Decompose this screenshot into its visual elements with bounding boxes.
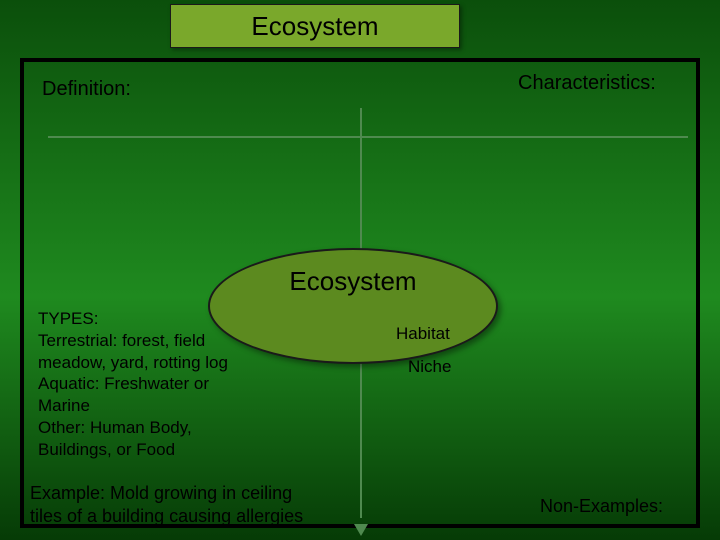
types-block: TYPES: Terrestrial: forest, field meadow… [38, 308, 306, 460]
example-line: tiles of a building causing allergies [30, 505, 380, 528]
definition-label: Definition: [42, 78, 131, 101]
types-line: Marine [38, 395, 306, 417]
right-list-item: Habitat [396, 322, 451, 347]
example-line: Example: Mold growing in ceiling [30, 482, 380, 505]
types-line: Terrestrial: forest, field [38, 330, 306, 352]
types-line: Aquatic: Freshwater or [38, 373, 306, 395]
right-list-item: Niche [408, 355, 451, 380]
types-line: Buildings, or Food [38, 439, 306, 461]
title-box: Ecosystem [170, 4, 460, 48]
types-heading: TYPES: [38, 308, 306, 330]
right-list: Habitat Niche [396, 322, 451, 379]
nonexamples-label: Non-Examples: [540, 496, 663, 517]
title-text: Ecosystem [251, 11, 378, 42]
characteristics-label: Characteristics: [518, 72, 656, 95]
center-oval-label: Ecosystem [289, 266, 416, 297]
horizontal-divider [48, 136, 688, 138]
example-block: Example: Mold growing in ceiling tiles o… [30, 482, 380, 527]
types-line: meadow, yard, rotting log [38, 352, 306, 374]
types-line: Other: Human Body, [38, 417, 306, 439]
